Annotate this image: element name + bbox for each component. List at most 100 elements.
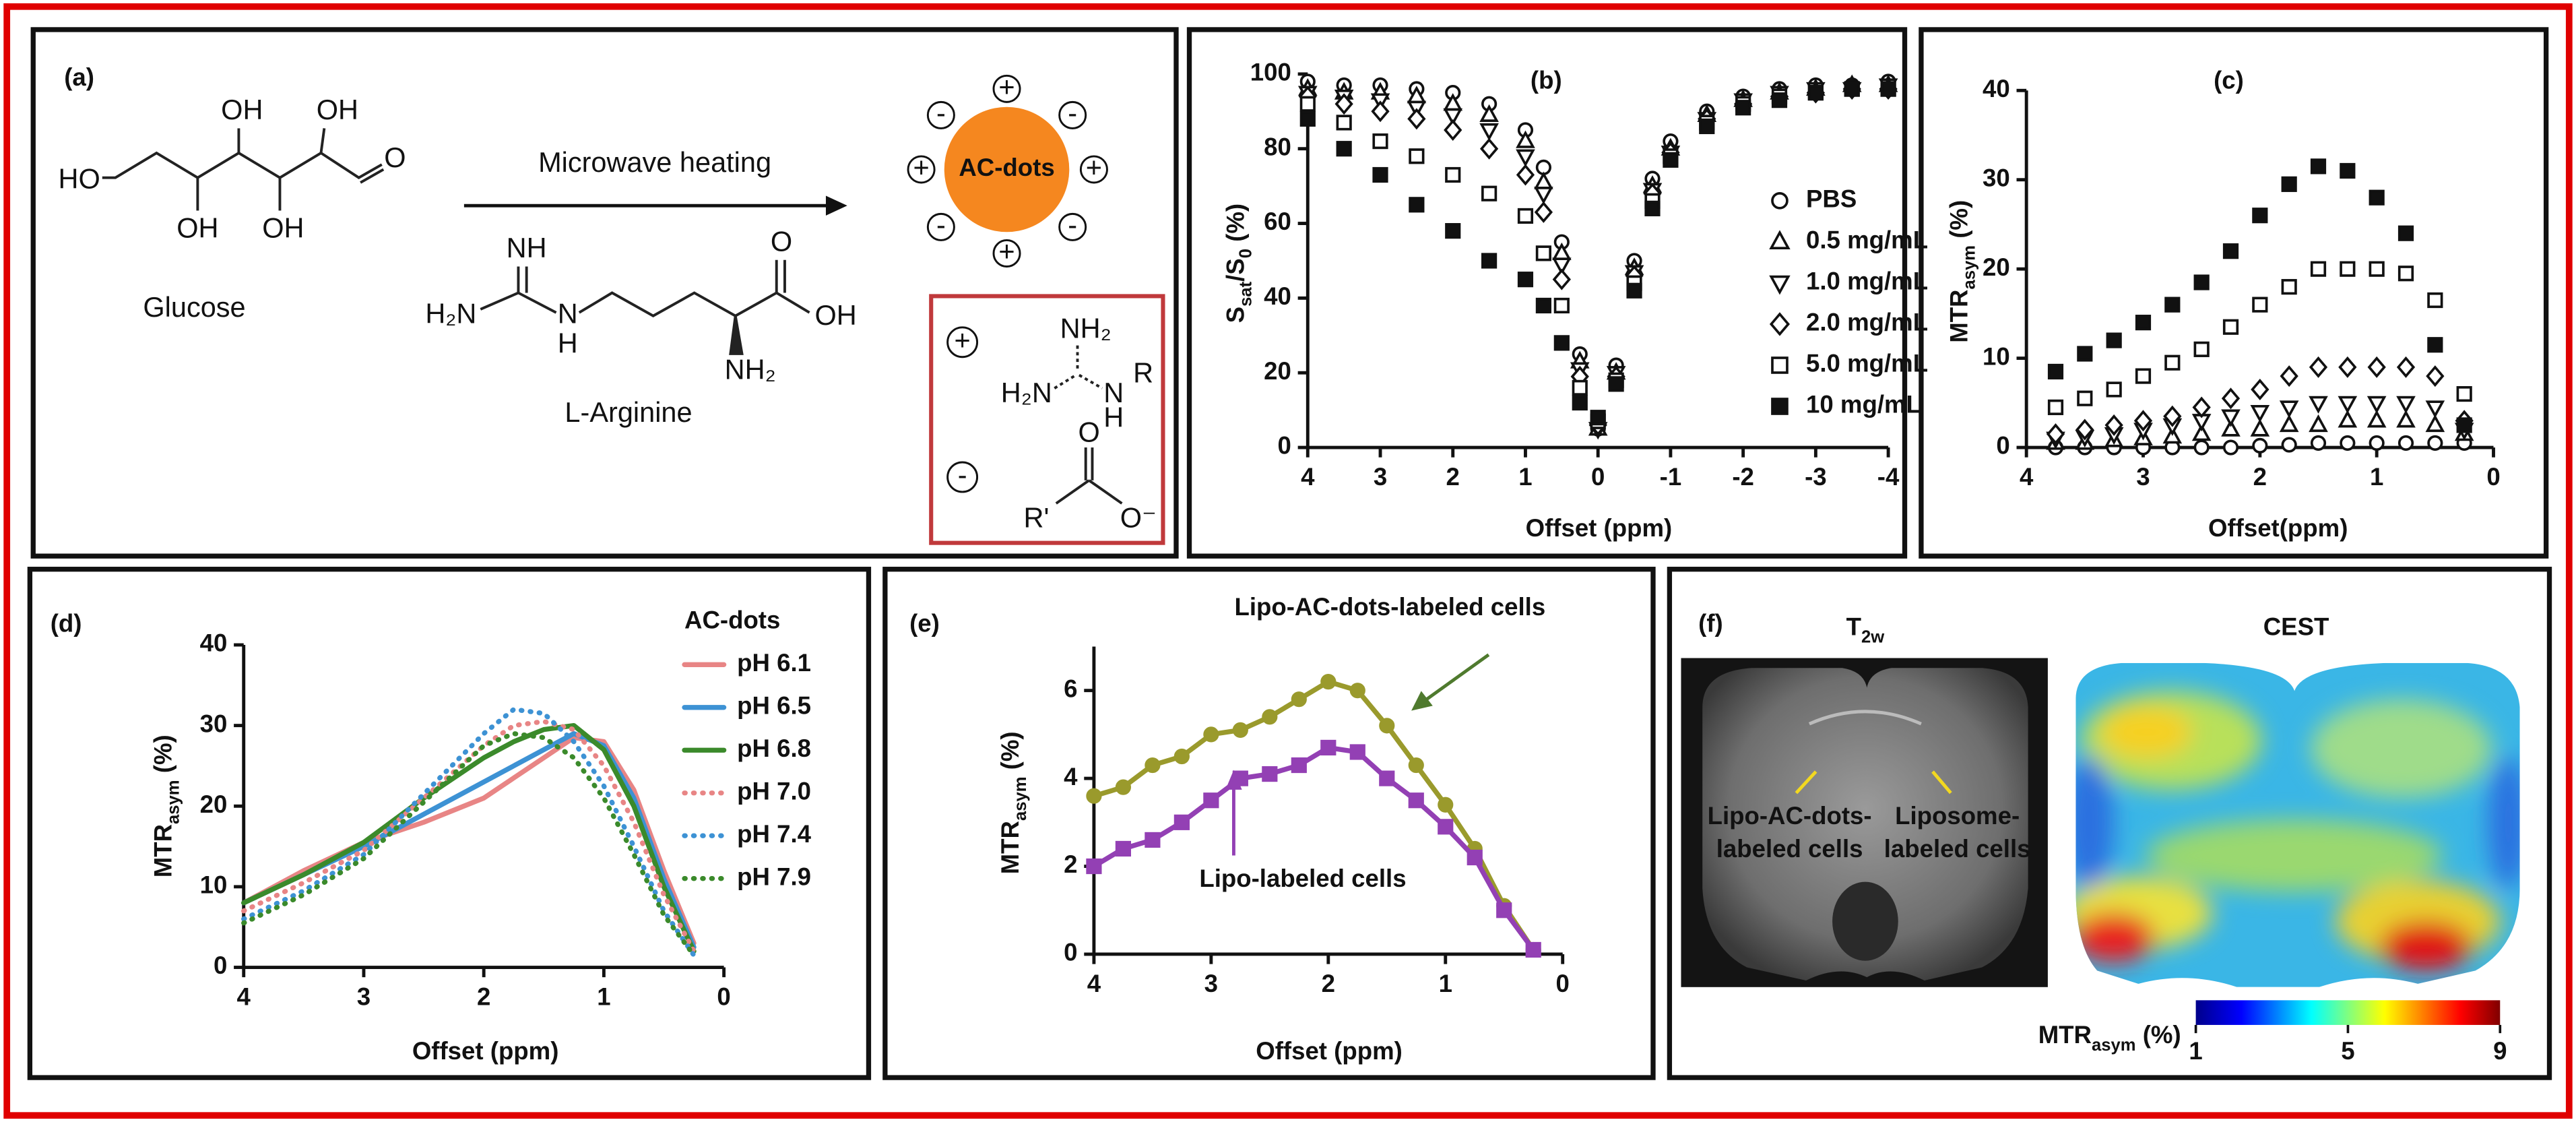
charge: + [998,71,1015,102]
atom-label: N [1103,377,1124,408]
x-axis-label: Offset (ppm) [412,1037,559,1065]
y-tick-label: 20 [1983,253,2010,281]
data-point [1553,297,1570,314]
data-point [1552,257,1572,276]
data-point [2252,208,2268,224]
data-line [241,718,697,954]
data-point [2396,396,2416,414]
data-point [2310,158,2327,175]
data-point [2456,385,2472,402]
data-point [2222,319,2239,335]
data-point [2222,243,2239,259]
legend-label: pH 6.1 [737,649,811,677]
x-tick-label: 2 [477,983,490,1011]
data-point [2397,435,2414,451]
image-annotation: Lipo-AC-dots- [1708,802,1872,830]
data-point [1535,297,1551,314]
y-tick-label: 20 [200,790,228,818]
annotation-arrow [1931,770,1952,794]
x-tick-label: 4 [2020,463,2034,491]
y-tick-label: 0 [1278,432,1291,460]
y-axis-label-part: MTR [996,821,1024,874]
y-axis-label: Ssat/S0 (%) [1221,204,1255,323]
data-point [1232,770,1248,786]
data-point [2310,435,2327,451]
data-point [1590,410,1606,426]
image-annotation: labeled cells [1716,835,1863,863]
x-tick-label: 1 [1518,463,1532,491]
data-point [2281,176,2297,192]
data-point [1408,757,1424,774]
x-tick-label: 0 [717,983,730,1011]
data-point [2366,410,2387,428]
data-point [2077,390,2093,406]
data-point [1299,111,1316,127]
data-point [2221,418,2241,437]
y-axis-label-part: /S [1221,258,1249,282]
x-tick-label: 0 [1556,970,1570,997]
y-axis-label-part: (%) [1945,200,1972,245]
panel-frame [1919,27,2549,559]
data-point [1371,100,1390,123]
data-point [1517,208,1534,224]
x-tick-label: -1 [1660,463,1682,491]
data-point [1699,118,1715,135]
data-point [1115,779,1132,795]
atom-label: O [1078,416,1099,447]
y-axis-label-part: asym [1960,245,1978,290]
x-tick-label: 0 [2486,463,2500,491]
data-point [2309,356,2328,378]
atom-label: HO [58,163,100,195]
data-point [1481,185,1498,201]
data-point [2396,356,2416,378]
y-axis-label-part: (%) [996,731,1024,776]
legend-marker [1771,398,1789,415]
panel-frame [1186,27,1908,559]
data-point [1145,832,1161,848]
data-point [1608,376,1624,392]
data-point [2281,279,2297,295]
data-point [2369,261,2385,277]
y-axis-label: MTRasym (%) [149,735,183,877]
charge-rings [946,326,979,493]
data-point [2309,414,2328,433]
panel-frame [882,567,1656,1080]
panel-label: (c) [2214,67,2244,94]
atom-label: O⁻ [1120,501,1157,533]
data-point [2367,356,2386,378]
data-point [2164,297,2181,313]
y-tick-label: 40 [1264,282,1291,310]
data-point [2338,356,2357,378]
annotation-arrow [1423,653,1490,702]
data-point [2135,315,2152,331]
charge: + [913,151,929,183]
y-axis-label-part: 0 [1236,249,1255,258]
data-point [2135,368,2152,384]
data-point [2252,437,2268,454]
charge: - [936,209,946,241]
data-point [1517,272,1534,288]
data-point [2075,418,2094,441]
y-tick-label: 0 [1996,432,2009,460]
data-point [2193,341,2210,357]
data-point [2221,409,2241,427]
data-point [1807,84,1824,101]
y-axis-label-part: asym [1011,777,1030,821]
colorbar-tick-label: 9 [2493,1037,2507,1065]
charge: - [1068,97,1077,129]
data-point [2309,396,2328,414]
data-point [2310,261,2327,277]
y-tick-label: 10 [200,871,228,899]
data-point [1379,718,1395,734]
image-title-part: 2w [1861,627,1884,646]
data-point [1407,108,1426,130]
atom-label: NH₂ [725,354,776,385]
data-point [1445,166,1461,183]
atom-label: OH [262,212,304,244]
atom-label: OH [815,299,857,331]
data-point [1291,691,1307,708]
x-tick-label: 1 [597,983,610,1011]
y-tick-label: 30 [1983,164,2010,191]
arginine-structure [480,259,810,355]
